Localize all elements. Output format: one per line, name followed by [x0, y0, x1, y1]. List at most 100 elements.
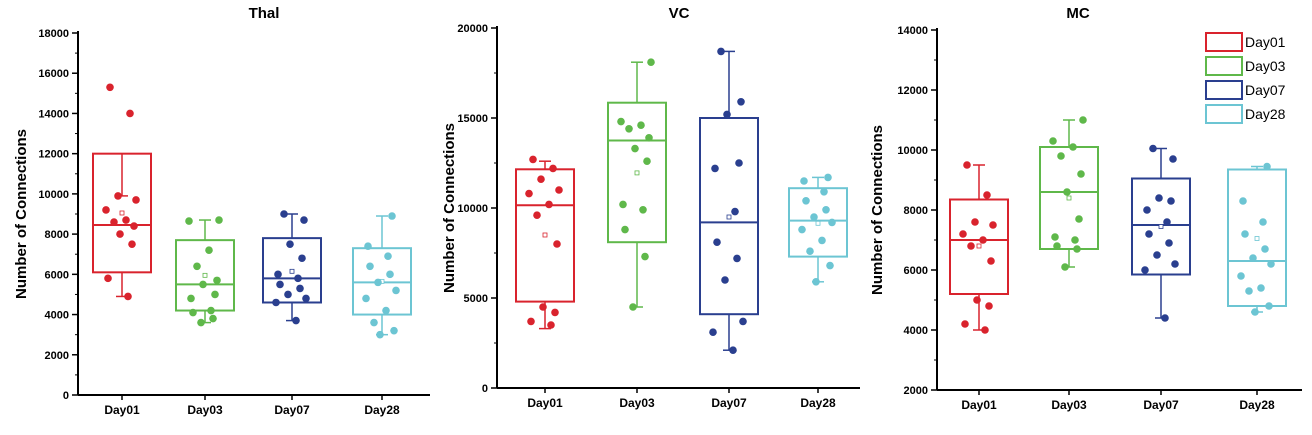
data-point: [1265, 302, 1273, 310]
data-point: [527, 317, 535, 326]
data-point: [617, 117, 625, 126]
data-point: [721, 276, 729, 284]
box-iqr: [92, 152, 152, 274]
data-point: [1155, 194, 1163, 202]
box-mean-marker: [202, 272, 208, 278]
data-point: [382, 306, 390, 315]
box-day03: Day03: [175, 216, 235, 417]
data-point: [525, 189, 533, 198]
data-point: [537, 175, 545, 183]
data-point: [637, 121, 645, 129]
y-tick-label: 6000: [904, 265, 928, 277]
y-tick-label: 2000: [45, 350, 69, 362]
x-tick-label: Day01: [961, 398, 997, 412]
data-point: [185, 217, 193, 225]
data-point: [983, 191, 991, 199]
data-point: [132, 196, 140, 204]
data-point: [1145, 230, 1153, 238]
data-point: [384, 252, 392, 261]
box-mean-marker: [634, 170, 640, 176]
data-point: [973, 296, 981, 304]
data-point: [364, 242, 372, 250]
data-point: [553, 240, 561, 248]
data-point: [533, 211, 541, 219]
data-point: [1149, 144, 1157, 153]
legend-entry: Day01: [1205, 32, 1286, 52]
y-tick-label: 5000: [464, 293, 488, 305]
data-point: [128, 240, 136, 248]
x-tick-label: Day03: [1051, 398, 1087, 412]
legend-swatch-day03: [1205, 56, 1243, 76]
data-point: [643, 157, 651, 165]
y-tick-label: 14000: [897, 25, 928, 37]
box-mean-marker: [119, 210, 125, 216]
x-tick-label: Day07: [1143, 398, 1179, 412]
data-point: [193, 262, 201, 271]
chart-title: MC: [1066, 5, 1089, 22]
box-iqr: [352, 247, 412, 316]
legend-entry: Day03: [1205, 56, 1286, 76]
x-tick-label: Day28: [800, 396, 836, 410]
data-point: [302, 294, 310, 303]
data-point: [989, 221, 997, 229]
x-tick-label: Day28: [364, 403, 400, 417]
data-point: [826, 261, 834, 270]
data-point: [370, 318, 378, 327]
data-point: [189, 308, 197, 317]
legend-label-day03: Day03: [1245, 58, 1286, 74]
data-point: [130, 222, 138, 230]
y-tick-label: 8000: [45, 229, 69, 241]
legend-swatch-day01: [1205, 32, 1243, 52]
data-point: [1143, 206, 1151, 214]
data-point: [392, 286, 400, 295]
data-point: [1257, 284, 1265, 292]
box-day03: Day03: [1039, 116, 1099, 412]
data-point: [1165, 239, 1173, 247]
box-iqr: [949, 198, 1009, 295]
chart-panels: Thal Number of Connections 0 2000 4000 6000 80…: [13, 5, 1302, 417]
box-iqr: [1227, 168, 1287, 307]
data-point: [386, 270, 394, 279]
y-tick-label: 12000: [38, 149, 69, 161]
box-day28: Day28: [352, 212, 412, 417]
data-point: [806, 247, 814, 255]
data-point: [1239, 197, 1247, 205]
data-point: [828, 218, 836, 227]
data-point: [124, 292, 132, 301]
data-point: [1267, 260, 1275, 268]
data-point: [729, 346, 737, 355]
x-tick-label: Day03: [187, 403, 223, 417]
box-iqr: [515, 168, 575, 303]
data-point: [294, 274, 302, 283]
data-point: [1251, 308, 1259, 316]
box-iqr: [607, 101, 667, 244]
data-point: [625, 125, 633, 133]
data-point: [1141, 266, 1149, 274]
data-point: [1071, 236, 1079, 244]
data-point: [1163, 218, 1171, 226]
data-point: [820, 188, 828, 196]
data-point: [1051, 233, 1059, 241]
data-point: [110, 218, 118, 226]
data-point: [1259, 218, 1267, 226]
data-point: [824, 173, 832, 182]
data-point: [981, 326, 989, 334]
data-point: [199, 280, 207, 289]
data-point: [1263, 162, 1271, 171]
y-tick-label: 0: [482, 383, 488, 395]
data-point: [106, 83, 114, 92]
data-point: [800, 177, 808, 185]
data-point: [551, 308, 559, 317]
data-point: [1073, 245, 1081, 253]
data-point: [1261, 245, 1269, 253]
data-point: [798, 225, 806, 234]
data-point: [366, 262, 374, 271]
data-point: [122, 216, 130, 224]
data-point: [979, 236, 987, 244]
data-point: [963, 161, 971, 169]
box-mean-marker: [726, 214, 732, 220]
y-tick-label: 6000: [45, 269, 69, 281]
data-point: [388, 212, 396, 220]
data-point: [116, 230, 124, 238]
